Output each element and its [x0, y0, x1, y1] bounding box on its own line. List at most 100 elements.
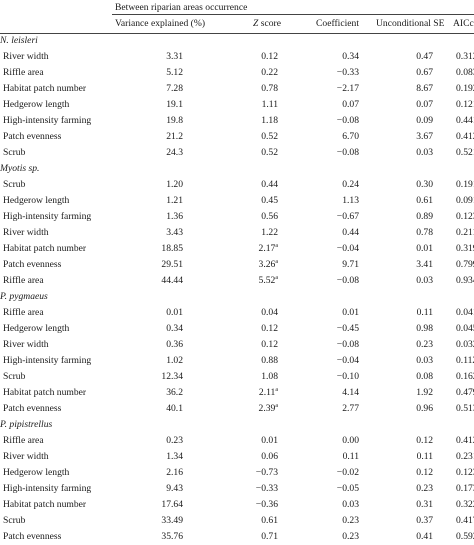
coefficient-cell: 0.34: [342, 51, 359, 62]
table-row: Patch evenness 21.2 0.52 6.70 3.67 0.412: [0, 129, 474, 145]
species-row: P. pygmaeus: [0, 289, 474, 305]
table-row: Habitat patch number 18.85 2.17a −0.04 0.01 0…: [0, 241, 474, 257]
se-cell: 0.03: [416, 275, 433, 286]
coefficient-cell: 9.71: [342, 259, 359, 270]
coefficient-cell: 0.23: [342, 531, 359, 542]
aicc-cell: 0.417: [456, 515, 474, 526]
aicc-cell: 0.173: [456, 483, 474, 494]
table-row: River width 3.43 1.22 0.44 0.78 0.211: [0, 225, 474, 241]
variable-cell: Patch evenness: [3, 531, 62, 542]
variance-cell: 24.3: [166, 147, 183, 158]
zscore-value: 0.12: [261, 339, 278, 350]
variance-cell: 0.36: [166, 339, 183, 350]
header-zscore: Z score: [253, 15, 281, 33]
coefficient-cell: 2.77: [342, 403, 359, 414]
variable-cell: Scrub: [3, 179, 26, 190]
species-name: Myotis sp.: [0, 163, 40, 174]
header-variance: Variance explained (%): [115, 18, 206, 29]
variance-cell: 19.8: [166, 115, 183, 126]
zscore-value: 1.18: [261, 115, 278, 126]
zscore-cell: 1.22: [261, 225, 278, 241]
variance-cell: 3.31: [166, 51, 183, 62]
se-cell: 8.67: [416, 83, 433, 94]
significance-mark: a: [275, 275, 278, 281]
aicc-cell: 0.112: [456, 355, 474, 366]
variance-cell: 1.21: [166, 195, 183, 206]
table-row: Riffle area 0.01 0.04 0.01 0.11 0.041: [0, 305, 474, 321]
coefficient-cell: 0.07: [342, 99, 359, 110]
zscore-cell: 0.44: [261, 177, 278, 193]
variable-cell: Habitat patch number: [3, 499, 87, 510]
zscore-cell: 0.52: [261, 129, 278, 145]
se-cell: 0.01: [416, 243, 433, 254]
coefficient-cell: 6.70: [342, 131, 359, 142]
zscore-value: 2.11: [258, 387, 276, 398]
se-cell: 0.08: [416, 371, 433, 382]
coefficient-cell: 1.13: [342, 195, 359, 206]
variable-cell: Riffle area: [3, 435, 44, 446]
variance-cell: 33.49: [161, 515, 183, 526]
zscore-value: 0.52: [261, 147, 278, 158]
aicc-cell: 0.513: [456, 403, 474, 414]
header-aicc: AICc: [453, 18, 474, 29]
variable-cell: Scrub: [3, 371, 26, 382]
variable-cell: High-intensity farming: [3, 483, 92, 494]
zscore-value: 0.12: [261, 323, 278, 334]
variable-cell: Habitat patch number: [3, 83, 87, 94]
aicc-cell: 0.032: [456, 339, 474, 350]
zscore-cell: 0.06: [261, 449, 278, 465]
zscore-value: 0.01: [261, 435, 278, 446]
table-row: Hedgerow length 1.21 0.45 1.13 0.61 0.091: [0, 193, 474, 209]
se-cell: 1.92: [416, 387, 433, 398]
se-cell: 3.67: [416, 131, 433, 142]
variance-cell: 2.16: [166, 467, 183, 478]
se-cell: 0.23: [416, 339, 433, 350]
se-cell: 0.78: [416, 227, 433, 238]
zscore-value: 0.52: [261, 131, 278, 142]
species-name: P. pipistrellus: [0, 419, 53, 430]
variable-cell: River width: [3, 51, 49, 62]
variable-cell: High-intensity farming: [3, 355, 92, 366]
variance-cell: 1.02: [166, 355, 183, 366]
variance-cell: 0.01: [166, 307, 183, 318]
zscore-value: 3.26: [258, 259, 276, 270]
variance-cell: 40.1: [166, 403, 183, 414]
variable-cell: Patch evenness: [3, 259, 62, 270]
variable-cell: Patch evenness: [3, 403, 62, 414]
zscore-cell: 0.12: [261, 337, 278, 353]
aicc-cell: 0.479: [456, 387, 474, 398]
zscore-cell: 1.11: [262, 97, 278, 113]
coefficient-cell: −0.04: [336, 243, 359, 254]
significance-mark: a: [275, 403, 278, 409]
variable-cell: Riffle area: [3, 307, 44, 318]
zscore-cell: 0.01: [261, 433, 278, 449]
variance-cell: 7.28: [166, 83, 183, 94]
zscore-cell: −0.73: [256, 465, 278, 481]
variable-cell: Hedgerow length: [3, 323, 70, 334]
aicc-cell: 0.412: [456, 131, 474, 142]
aicc-cell: 0.412: [456, 435, 474, 446]
aicc-cell: 0.192: [456, 83, 474, 94]
coefficient-cell: 0.11: [342, 451, 359, 462]
zscore-cell: 0.22: [261, 65, 278, 81]
zscore-value: 0.61: [261, 515, 278, 526]
variance-cell: 1.34: [166, 451, 183, 462]
se-cell: 0.47: [416, 51, 433, 62]
zscore-value: 1.08: [261, 371, 278, 382]
variance-cell: 0.34: [166, 323, 183, 334]
zscore-cell: 0.78: [261, 81, 278, 97]
table-row: Hedgerow length 2.16 −0.73 −0.02 0.12 0.123: [0, 465, 474, 481]
coefficient-cell: −0.08: [336, 339, 359, 350]
zscore-value: 0.78: [261, 83, 278, 94]
zscore-value: 2.39: [258, 403, 276, 414]
aicc-cell: 0.083: [456, 67, 474, 78]
aicc-cell: 0.211: [456, 227, 474, 238]
header-group-underline: [112, 14, 474, 15]
coefficient-cell: −0.02: [336, 467, 359, 478]
zscore-value: −0.33: [255, 483, 278, 494]
aicc-cell: 0.041: [456, 307, 474, 318]
coefficient-cell: −0.05: [336, 483, 359, 494]
aicc-cell: 0.121: [456, 99, 474, 110]
zscore-value: 0.88: [261, 355, 278, 366]
coefficient-cell: 0.23: [342, 515, 359, 526]
